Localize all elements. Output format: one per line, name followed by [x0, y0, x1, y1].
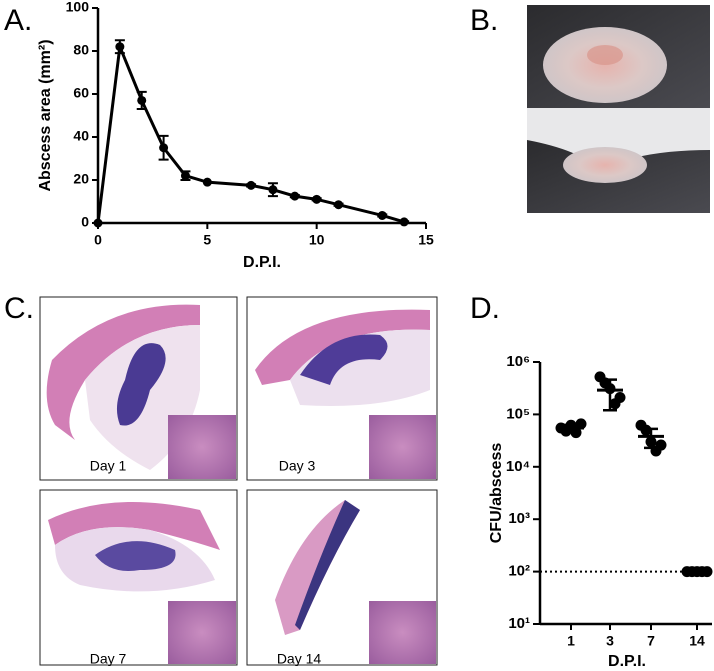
panel-label: A. [4, 4, 32, 37]
caption: Day 14 [277, 651, 322, 666]
point [202, 177, 212, 187]
y-tick-label: 10⁶ [506, 353, 530, 370]
x-tick-label: 14 [689, 633, 705, 649]
y-tick-label: 10³ [508, 510, 530, 527]
x-tick-label: 15 [418, 232, 434, 248]
caption: Day 1 [90, 458, 127, 474]
panel-label: B. [470, 4, 498, 37]
point [640, 424, 652, 436]
point [246, 180, 256, 190]
point [115, 42, 125, 52]
y-tick-label: 0 [81, 214, 89, 230]
point [312, 194, 322, 204]
point [180, 171, 190, 181]
panel-label: C. [4, 292, 34, 325]
y-axis-title: Abscess area (mm²) [37, 39, 54, 191]
y-tick-label: 20 [73, 171, 89, 187]
x-tick-label: 5 [203, 232, 211, 248]
caption: Day 7 [90, 651, 127, 666]
error-bar [564, 423, 578, 433]
point [290, 191, 300, 201]
y-tick-label: 60 [73, 85, 89, 101]
histology-panel [39, 296, 438, 666]
y-tick-label: 10⁵ [506, 405, 530, 422]
y-tick-label: 100 [66, 0, 90, 15]
line [96, 40, 405, 224]
x-axis-title: D.P.I. [243, 254, 281, 271]
y-tick-label: 10¹ [508, 615, 530, 632]
point [93, 218, 103, 228]
error-bar [644, 427, 658, 450]
y-tick-label: 10² [508, 563, 530, 580]
y-axis-title: CFU/abscess [488, 443, 505, 544]
point [399, 217, 409, 227]
point [159, 143, 169, 153]
point [655, 439, 667, 451]
point [614, 392, 626, 404]
y-tick-label: 40 [73, 128, 89, 144]
y-tick-label: 80 [73, 42, 89, 58]
x-tick-label: 7 [647, 633, 655, 649]
x-axis-title: D.P.I. [608, 653, 646, 666]
point [334, 200, 344, 210]
photo [527, 5, 710, 213]
y-tick-label: 10⁴ [506, 458, 530, 475]
x-tick-label: 1 [567, 633, 575, 649]
x-tick-label: 0 [94, 232, 102, 248]
error-bar [603, 378, 617, 412]
point [377, 210, 387, 220]
x-tick-label: 3 [606, 633, 614, 649]
point [268, 185, 278, 195]
caption: Day 3 [279, 458, 316, 474]
x-tick-label: 10 [309, 232, 325, 248]
panel-label: D. [470, 292, 500, 325]
point [137, 95, 147, 105]
